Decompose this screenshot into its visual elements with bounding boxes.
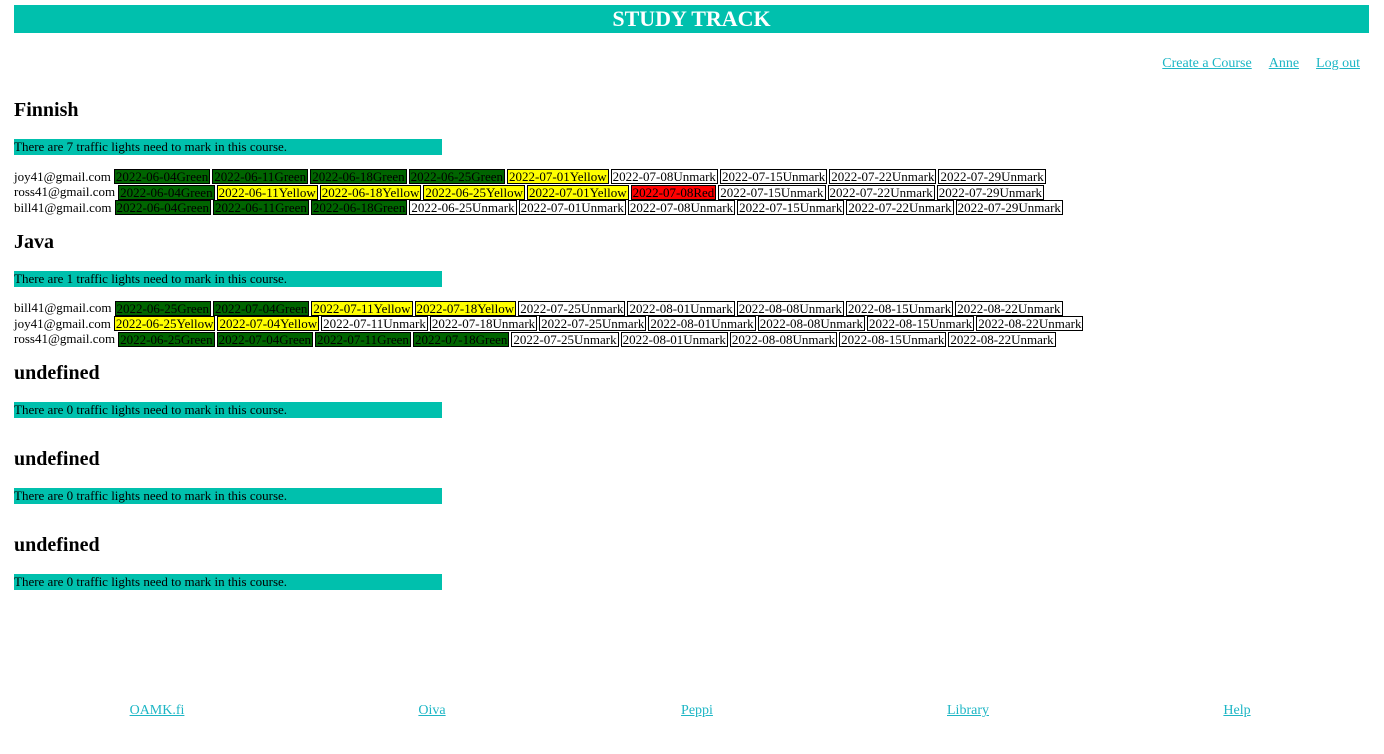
traffic-light-yellow[interactable]: 2022-06-18Yellow (319, 184, 422, 200)
traffic-light-green[interactable]: 2022-07-18Green (412, 331, 510, 347)
logout-link[interactable]: Log out (1316, 56, 1360, 71)
student-row: joy41@gmail.com 2022-06-04Green 2022-06-11… (14, 169, 1374, 185)
traffic-light-yellow[interactable]: 2022-07-01Yellow (507, 169, 609, 185)
student-row: ross41@gmail.com 2022-06-04Green 2022-06-1… (14, 184, 1374, 201)
traffic-light-unmark[interactable]: 2022-07-25Unmark (539, 316, 647, 332)
footer-link-oiva[interactable]: Oiva (418, 703, 446, 718)
student-email: bill41@gmail.com (14, 199, 112, 215)
traffic-light-unmark[interactable]: 2022-07-01Unmark (518, 200, 626, 216)
course-section: Finnish There are 7 traffic lights need t… (14, 98, 1374, 230)
student-rows: bill41@gmail.com 2022-06-25Green 2022-07-0… (14, 300, 1374, 348)
course-status-banner: There are 0 traffic lights need to mark … (14, 488, 442, 504)
traffic-light-unmark[interactable]: 2022-07-29Unmark (938, 169, 1046, 185)
student-email: joy41@gmail.com (14, 168, 111, 184)
traffic-light-unmark[interactable]: 2022-06-25Unmark (409, 200, 517, 216)
traffic-light-unmark[interactable]: 2022-07-25Unmark (511, 331, 619, 347)
traffic-light-green[interactable]: 2022-06-04Green (114, 200, 211, 216)
course-status-banner: There are 7 traffic lights need to mark … (14, 139, 442, 155)
student-row: bill41@gmail.com 2022-06-25Green 2022-07-0… (14, 300, 1374, 317)
traffic-light-unmark[interactable]: 2022-08-15Unmark (839, 331, 947, 347)
traffic-light-green[interactable]: 2022-06-04Green (118, 184, 215, 200)
app-title: STUDY TRACK (612, 6, 771, 31)
student-rows: joy41@gmail.com 2022-06-04Green 2022-06-11… (14, 169, 1374, 216)
course-title: undefined (14, 448, 100, 470)
course-title: undefined (14, 534, 100, 556)
traffic-light-unmark[interactable]: 2022-08-08Unmark (729, 331, 838, 347)
traffic-light-green[interactable]: 2022-06-04Green (113, 169, 211, 185)
traffic-light-unmark[interactable]: 2022-08-01Unmark (620, 331, 728, 347)
traffic-light-red[interactable]: 2022-07-08Red (630, 184, 717, 200)
traffic-light-green[interactable]: 2022-06-25Green (118, 331, 215, 347)
course-section: undefined There are 0 traffic lights need… (14, 533, 1374, 619)
student-row: ross41@gmail.com 2022-06-25Green 2022-07-0… (14, 331, 1374, 348)
student-email: joy41@gmail.com (14, 315, 111, 331)
traffic-light-green[interactable]: 2022-06-11Green (212, 169, 309, 185)
footer-link-help[interactable]: Help (1223, 703, 1251, 718)
traffic-light-unmark[interactable]: 2022-08-22Unmark (948, 331, 1056, 347)
course-list: Finnish There are 7 traffic lights need t… (14, 98, 1374, 619)
student-email: bill41@gmail.com (14, 300, 112, 316)
traffic-light-unmark[interactable]: 2022-07-25Unmark (518, 300, 626, 316)
traffic-light-unmark[interactable]: 2022-07-29Unmark (955, 200, 1063, 216)
traffic-light-green[interactable]: 2022-06-18Green (310, 200, 408, 216)
traffic-light-unmark[interactable]: 2022-07-15Unmark (719, 169, 828, 185)
traffic-light-unmark[interactable]: 2022-07-22Unmark (829, 169, 937, 185)
traffic-light-green[interactable]: 2022-06-25Green (114, 300, 211, 316)
course-title: Finnish (14, 99, 79, 121)
traffic-light-yellow[interactable]: 2022-07-04Yellow (217, 316, 320, 332)
course-title: undefined (14, 362, 100, 384)
traffic-light-green[interactable]: 2022-06-25Green (408, 169, 506, 185)
course-title: Java (14, 230, 54, 253)
course-status-banner: There are 0 traffic lights need to mark … (14, 402, 442, 418)
traffic-light-unmark[interactable]: 2022-07-15Unmark (718, 184, 826, 200)
traffic-light-unmark[interactable]: 2022-07-18Unmark (429, 316, 538, 332)
traffic-light-green[interactable]: 2022-06-11Green (212, 200, 309, 216)
student-row: joy41@gmail.com 2022-06-25Yellow 2022-07-0… (14, 316, 1374, 332)
course-section: undefined There are 0 traffic lights need… (14, 361, 1374, 447)
traffic-light-yellow[interactable]: 2022-07-01Yellow (527, 184, 629, 200)
student-row: bill41@gmail.com 2022-06-04Green 2022-06-1… (14, 200, 1374, 216)
traffic-light-yellow[interactable]: 2022-06-25Yellow (113, 316, 216, 332)
traffic-light-green[interactable]: 2022-07-04Green (216, 331, 313, 347)
top-nav: Create a Course Anne Log out (1162, 56, 1360, 72)
traffic-light-green[interactable]: 2022-07-11Green (315, 331, 411, 347)
footer-link-oamk-fi[interactable]: OAMK.fi (129, 703, 185, 718)
user-profile-link[interactable]: Anne (1268, 56, 1300, 71)
traffic-light-unmark[interactable]: 2022-07-22Unmark (846, 200, 954, 216)
traffic-light-unmark[interactable]: 2022-07-11Unmark (321, 316, 428, 332)
traffic-light-unmark[interactable]: 2022-07-15Unmark (737, 200, 845, 216)
create-course-link[interactable]: Create a Course (1162, 56, 1252, 71)
traffic-light-unmark[interactable]: 2022-07-29Unmark (936, 184, 1045, 200)
course-status-banner: There are 0 traffic lights need to mark … (14, 574, 442, 590)
traffic-light-unmark[interactable]: 2022-08-15Unmark (845, 300, 954, 316)
traffic-light-unmark[interactable]: 2022-07-08Unmark (610, 169, 718, 185)
footer-link-library[interactable]: Library (947, 703, 989, 718)
traffic-light-unmark[interactable]: 2022-07-22Unmark (827, 184, 935, 200)
traffic-light-unmark[interactable]: 2022-08-01Unmark (648, 316, 756, 332)
traffic-light-unmark[interactable]: 2022-08-22Unmark (955, 300, 1063, 316)
course-section: undefined There are 0 traffic lights need… (14, 447, 1374, 533)
course-status-banner: There are 1 traffic lights need to mark … (14, 270, 442, 287)
traffic-light-yellow[interactable]: 2022-06-25Yellow (423, 184, 526, 200)
student-email: ross41@gmail.com (14, 331, 116, 347)
traffic-light-unmark[interactable]: 2022-08-01Unmark (627, 300, 735, 316)
traffic-light-yellow[interactable]: 2022-06-11Yellow (216, 184, 318, 200)
traffic-light-unmark[interactable]: 2022-08-22Unmark (976, 316, 1084, 332)
course-section: Java There are 1 traffic lights need to m… (14, 230, 1374, 362)
traffic-light-unmark[interactable]: 2022-08-08Unmark (736, 300, 844, 316)
app-header: STUDY TRACK (14, 5, 1369, 33)
footer-link-peppi[interactable]: Peppi (681, 703, 713, 718)
traffic-light-green[interactable]: 2022-07-04Green (212, 300, 310, 316)
traffic-light-green[interactable]: 2022-06-18Green (310, 169, 407, 185)
traffic-light-unmark[interactable]: 2022-08-08Unmark (757, 316, 865, 332)
traffic-light-yellow[interactable]: 2022-07-11Yellow (311, 300, 413, 316)
traffic-light-unmark[interactable]: 2022-08-15Unmark (866, 316, 975, 332)
student-email: ross41@gmail.com (14, 184, 116, 200)
traffic-light-unmark[interactable]: 2022-07-08Unmark (627, 200, 736, 216)
traffic-light-yellow[interactable]: 2022-07-18Yellow (414, 300, 517, 316)
